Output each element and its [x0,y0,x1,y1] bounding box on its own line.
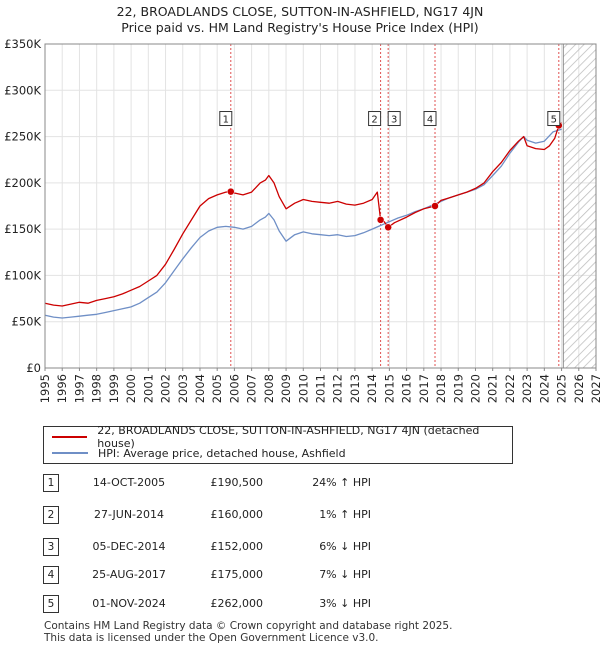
x-tick-label: 2008 [262,374,276,403]
legend-swatch-hpi [52,452,88,454]
x-tick-label: 2004 [193,374,207,403]
transaction-number: 3 [43,538,59,556]
transaction-hpi-diff: 3% ↓ HPI [319,597,371,610]
x-tick-label: 2016 [400,374,414,403]
x-tick-label: 2005 [210,374,224,403]
x-tick-label: 2024 [537,374,551,403]
footer-copyright: Contains HM Land Registry data © Crown c… [44,620,453,632]
sale-number-label: 1 [223,115,229,126]
legend-swatch-property [52,436,88,438]
series-line [44,128,562,319]
x-tick-label: 2001 [141,374,155,403]
x-tick-label: 2020 [468,374,482,403]
footer-licence: This data is licensed under the Open Gov… [44,632,379,644]
x-tick-label: 1996 [55,374,69,403]
chart-subtitle: Price paid vs. HM Land Registry's House … [121,20,479,35]
y-tick-label: £300K [4,83,41,97]
x-tick-label: 2017 [417,374,431,403]
transaction-hpi-diff: 6% ↓ HPI [319,540,371,553]
y-tick-label: £0 [26,361,41,375]
transaction-price: £190,500 [210,476,264,489]
sale-number-box [368,111,382,127]
x-tick-label: 2018 [434,374,448,403]
x-tick-label: 2013 [348,374,362,403]
transaction-price: £152,000 [210,540,264,553]
chart-title-address: 22, BROADLANDS CLOSE, SUTTON-IN-ASHFIELD… [116,4,484,19]
forecast-hatch-region [563,44,596,368]
sale-number-box [547,111,561,127]
sale-number-label: 4 [427,115,433,126]
sale-number-label: 2 [371,115,377,126]
sale-number-box [219,111,233,127]
x-tick-label: 2027 [589,374,600,403]
transaction-row: 1 14-OCT-2005 £190,500 24% ↑ HPI [43,474,443,494]
x-tick-label: 1999 [107,374,121,403]
x-tick-label: 2019 [451,374,465,403]
series-line [44,122,563,307]
y-tick-label: £50K [12,315,42,329]
price-chart: 1 2 3 4 5 £0 £50K £100K £150K £200K £250K £300K £350… [4,37,600,403]
transaction-number: 1 [43,474,59,492]
transaction-row: 3 05-DEC-2014 £152,000 6% ↓ HPI [43,538,443,558]
x-tick-label: 2023 [520,374,534,403]
sale-number-label: 5 [551,115,557,126]
y-tick-label: £100K [4,268,41,282]
y-tick-label: £150K [4,222,41,236]
y-tick-label: £250K [4,130,41,144]
x-tick-label: 2006 [227,374,241,403]
x-tick-label: 2002 [159,374,173,403]
sale-number-box [387,111,401,127]
transaction-hpi-diff: 7% ↓ HPI [319,568,371,581]
transaction-price: £262,000 [210,597,264,610]
x-tick-label: 2011 [314,374,328,403]
x-tick-label: 2012 [331,374,345,403]
sale-point [431,202,439,210]
transaction-price: £160,000 [210,508,264,521]
sale-point [227,187,235,196]
y-tick-label: £350K [4,37,41,51]
transaction-row: 4 25-AUG-2017 £175,000 7% ↓ HPI [43,566,443,586]
x-tick-label: 2000 [124,374,138,403]
transaction-row: 2 27-JUN-2014 £160,000 1% ↑ HPI [43,506,443,526]
x-tick-label: 2025 [555,374,569,403]
x-tick-label: 2021 [486,374,500,403]
legend-item-property: 22, BROADLANDS CLOSE, SUTTON-IN-ASHFIELD… [52,424,512,450]
transaction-number: 4 [43,566,59,584]
sale-point [384,223,392,232]
x-tick-label: 2022 [503,374,517,403]
legend-label-property: 22, BROADLANDS CLOSE, SUTTON-IN-ASHFIELD… [97,424,480,450]
y-tick-label: £200K [4,176,41,190]
x-tick-label: 2003 [176,374,190,403]
x-tick-label: 2015 [382,374,396,403]
x-tick-label: 1995 [38,374,52,403]
sale-number-label: 3 [391,115,397,126]
transaction-hpi-diff: 1% ↑ HPI [319,508,371,521]
x-tick-label: 2007 [245,374,259,403]
x-tick-label: 2026 [572,374,586,403]
transaction-row: 5 01-NOV-2024 £262,000 3% ↓ HPI [43,595,443,615]
transaction-date: 27-JUN-2014 [93,508,165,521]
sale-number-box [423,111,437,127]
x-tick-label: 1997 [72,374,86,403]
transaction-date: 14-OCT-2005 [92,476,166,489]
transaction-price: £175,000 [210,568,264,581]
transaction-date: 05-DEC-2014 [92,540,166,553]
transaction-hpi-diff: 24% ↑ HPI [312,476,371,489]
sale-point [376,216,385,224]
legend-label-hpi: HPI: Average price, detached house, Ashf… [98,446,346,460]
chart-legend: 22, BROADLANDS CLOSE, SUTTON-IN-ASHFIELD… [43,424,513,464]
transaction-number: 2 [43,506,59,524]
x-tick-label: 2009 [279,374,293,403]
transaction-date: 25-AUG-2017 [92,568,166,581]
x-tick-label: 1998 [90,374,104,403]
x-tick-label: 2014 [365,374,379,403]
transaction-date: 01-NOV-2024 [92,597,166,610]
transaction-number: 5 [43,595,59,613]
x-tick-label: 2010 [296,374,310,403]
legend-item-hpi: HPI: Average price, detached house, Ashf… [52,445,346,461]
